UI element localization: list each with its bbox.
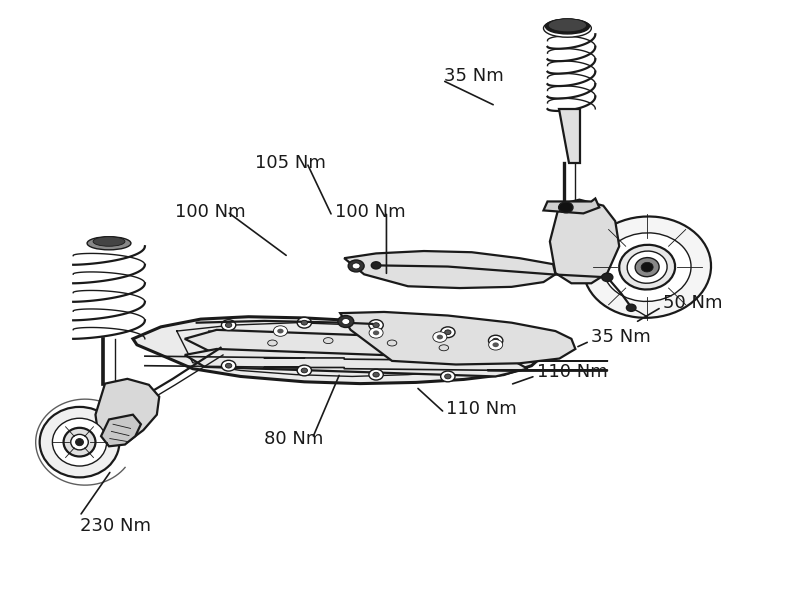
Text: 230 Nm: 230 Nm	[79, 517, 150, 535]
Ellipse shape	[493, 343, 499, 347]
Ellipse shape	[323, 338, 333, 344]
Ellipse shape	[369, 369, 383, 380]
Text: 35 Nm: 35 Nm	[444, 67, 503, 85]
Polygon shape	[550, 200, 619, 283]
Ellipse shape	[278, 329, 284, 334]
Polygon shape	[95, 379, 159, 445]
Ellipse shape	[301, 320, 307, 325]
Ellipse shape	[226, 323, 232, 328]
Polygon shape	[543, 199, 599, 214]
Ellipse shape	[93, 236, 125, 246]
Ellipse shape	[338, 316, 354, 328]
Ellipse shape	[548, 19, 586, 32]
Polygon shape	[185, 330, 535, 361]
Ellipse shape	[222, 320, 236, 331]
Text: 105 Nm: 105 Nm	[255, 154, 326, 172]
Ellipse shape	[70, 434, 88, 450]
Ellipse shape	[641, 262, 653, 272]
Ellipse shape	[222, 361, 236, 371]
Text: 110 Nm: 110 Nm	[537, 362, 608, 380]
Text: 80 Nm: 80 Nm	[265, 430, 324, 448]
Ellipse shape	[387, 340, 397, 346]
Ellipse shape	[297, 317, 311, 328]
Ellipse shape	[626, 304, 636, 311]
Ellipse shape	[489, 335, 503, 346]
Ellipse shape	[603, 233, 691, 301]
Ellipse shape	[437, 335, 443, 340]
Ellipse shape	[226, 364, 232, 368]
Ellipse shape	[433, 332, 447, 342]
Ellipse shape	[75, 439, 83, 446]
Ellipse shape	[558, 202, 573, 213]
Ellipse shape	[369, 320, 383, 331]
Polygon shape	[185, 349, 527, 376]
Polygon shape	[559, 109, 580, 163]
Ellipse shape	[373, 331, 379, 335]
Ellipse shape	[583, 217, 711, 318]
Ellipse shape	[441, 327, 455, 338]
Ellipse shape	[602, 273, 613, 281]
Ellipse shape	[373, 323, 379, 328]
Text: 35 Nm: 35 Nm	[591, 328, 651, 346]
Text: 100 Nm: 100 Nm	[334, 203, 406, 221]
Ellipse shape	[493, 338, 499, 343]
Polygon shape	[101, 415, 141, 446]
Text: 110 Nm: 110 Nm	[446, 400, 517, 418]
Ellipse shape	[63, 428, 95, 457]
Ellipse shape	[352, 263, 360, 269]
Polygon shape	[133, 317, 543, 383]
Polygon shape	[340, 312, 575, 365]
Ellipse shape	[445, 330, 451, 335]
Ellipse shape	[87, 236, 131, 250]
Ellipse shape	[371, 262, 381, 269]
Polygon shape	[344, 251, 555, 288]
Ellipse shape	[489, 340, 502, 350]
Text: 100 Nm: 100 Nm	[175, 203, 246, 221]
Ellipse shape	[439, 345, 449, 351]
Ellipse shape	[53, 418, 106, 466]
Ellipse shape	[635, 257, 659, 277]
Ellipse shape	[373, 372, 379, 377]
Ellipse shape	[348, 260, 364, 272]
Text: 50 Nm: 50 Nm	[663, 294, 722, 312]
Ellipse shape	[274, 326, 287, 337]
Ellipse shape	[445, 374, 451, 379]
Ellipse shape	[268, 340, 278, 346]
Ellipse shape	[627, 251, 667, 283]
Ellipse shape	[369, 328, 383, 338]
Ellipse shape	[301, 368, 307, 373]
Ellipse shape	[546, 19, 590, 34]
Ellipse shape	[297, 365, 311, 376]
Ellipse shape	[40, 407, 119, 478]
Ellipse shape	[543, 19, 591, 37]
Ellipse shape	[441, 371, 455, 382]
Ellipse shape	[342, 319, 350, 325]
Ellipse shape	[619, 245, 675, 290]
